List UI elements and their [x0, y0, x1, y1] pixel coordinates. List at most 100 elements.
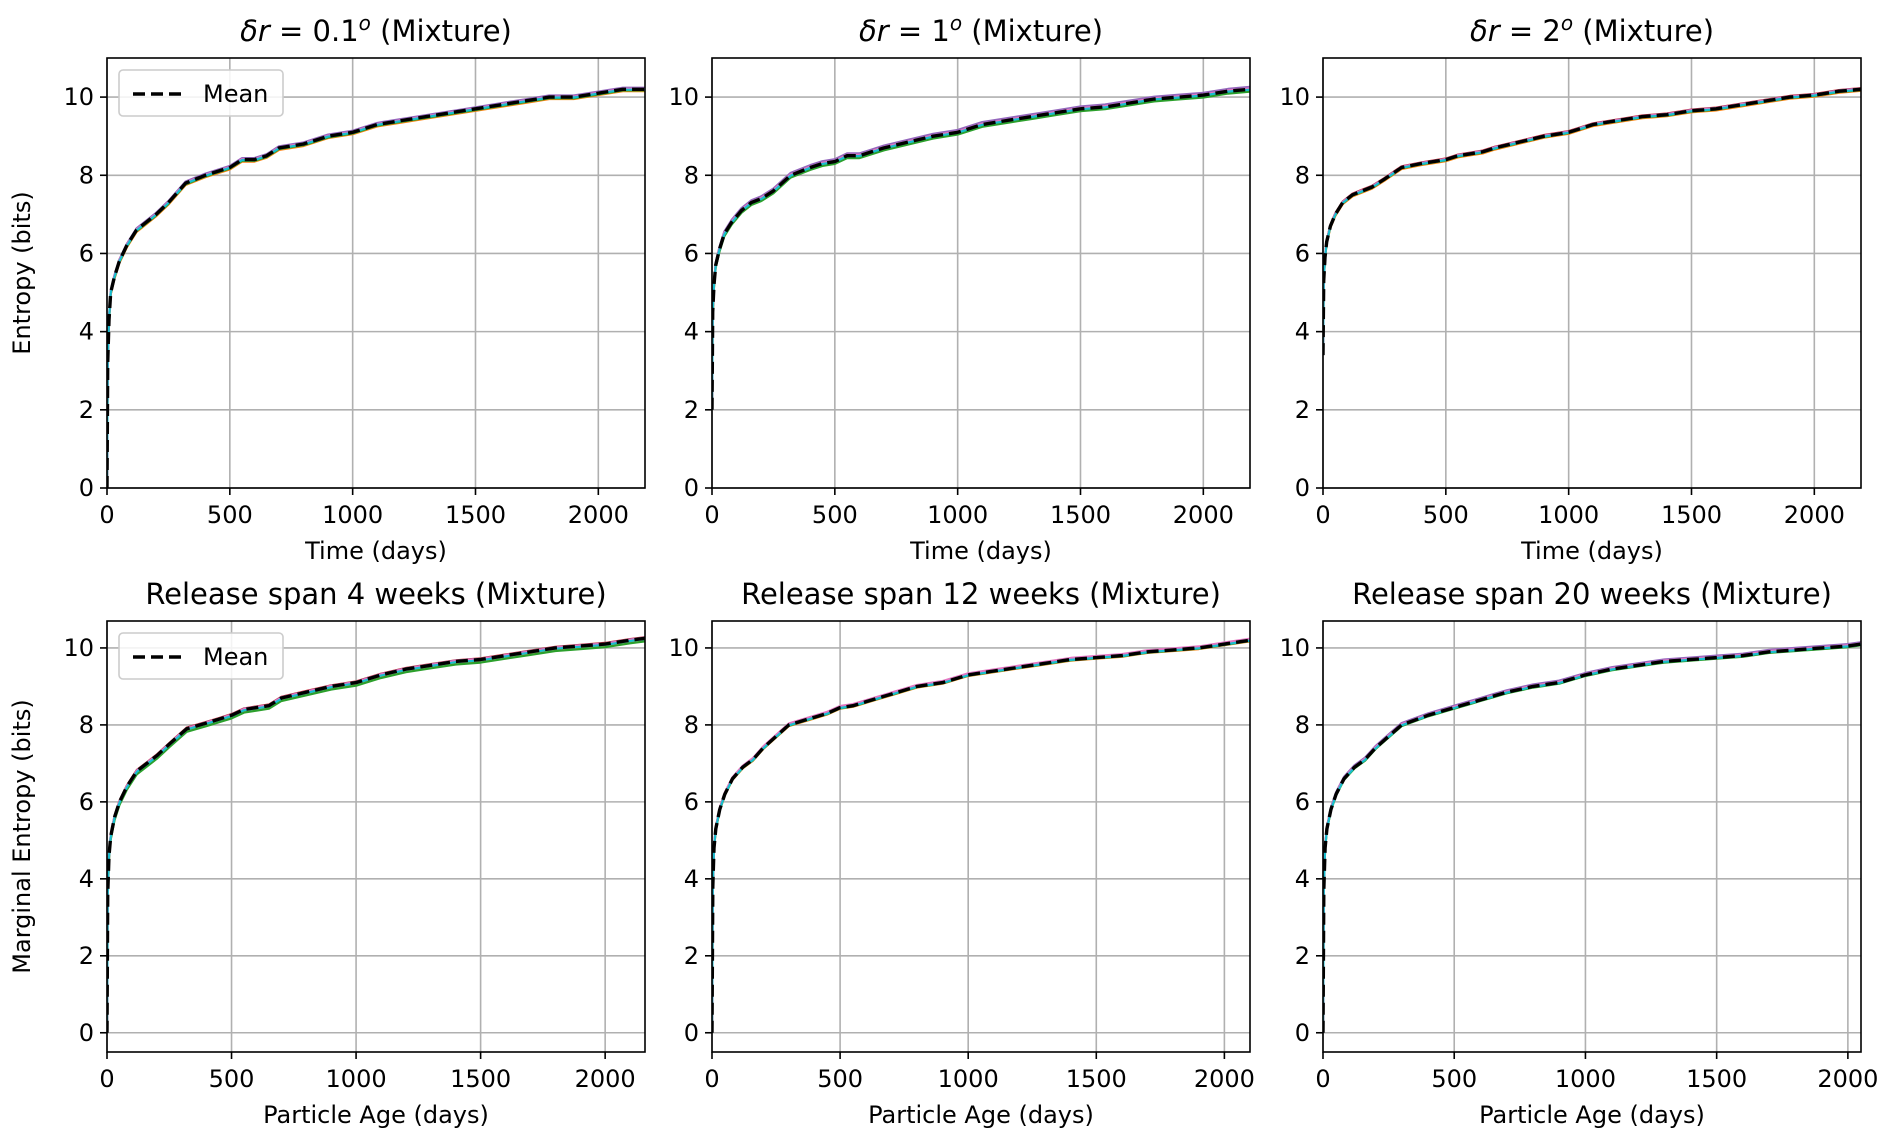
- x-tick-label: 2000: [1194, 1065, 1255, 1093]
- y-tick-label: 8: [684, 711, 699, 739]
- x-axis-label: Time (days): [1520, 537, 1663, 565]
- subplot-title: Release span 12 weeks (Mixture): [741, 577, 1221, 611]
- subplot-6: 0 500 1000 1500 2000 0 2 4 6 8 10 Particle Age (day…: [1279, 577, 1878, 1129]
- y-tick-label: 4: [79, 318, 94, 346]
- x-tick-label: 1500: [1066, 1065, 1127, 1093]
- y-tick-label: 2: [1295, 942, 1310, 970]
- x-tick-label: 0: [704, 501, 719, 529]
- mean-series-line: [1323, 642, 1861, 1033]
- subplot-title: Release span 20 weeks (Mixture): [1352, 577, 1832, 611]
- series-group: [712, 637, 1250, 1033]
- member-series-line: [107, 639, 645, 1033]
- member-series-line: [712, 638, 1250, 1033]
- y-tick-label: 6: [79, 788, 94, 816]
- member-series-line: [1323, 89, 1861, 356]
- subplot-2: 0 500 1000 1500 2000 0 2 4 6 8 10 Time (days) δr = 1…: [668, 11, 1251, 565]
- y-tick-label: 6: [684, 239, 699, 267]
- y-tick-label: 0: [684, 1019, 699, 1047]
- subplot-1: 0 500 1000 1500 2000 0 2 4 6 8 10 Time (days) Entrop…: [8, 11, 646, 565]
- x-tick-label: 2000: [1784, 501, 1845, 529]
- x-tick-label: 1000: [927, 501, 988, 529]
- y-tick-label: 10: [1279, 634, 1310, 662]
- legend: Mean: [118, 69, 284, 117]
- member-series-line: [107, 636, 645, 1033]
- member-series-line: [712, 85, 1250, 410]
- x-tick-label: 500: [817, 1065, 863, 1093]
- y-tick-label: 4: [684, 865, 699, 893]
- member-series-line: [107, 638, 645, 1033]
- member-series-line: [712, 88, 1250, 410]
- member-series-line: [107, 87, 645, 488]
- axes-frame: [711, 57, 1251, 489]
- legend: Mean: [118, 632, 284, 680]
- x-tick-label: 1000: [1555, 1065, 1616, 1093]
- member-series-line: [712, 90, 1250, 410]
- subplot-title: δr = 1o (Mixture): [859, 11, 1103, 48]
- y-tick-label: 8: [79, 711, 94, 739]
- member-series-line: [107, 640, 645, 1033]
- x-tick-label: 1500: [1686, 1065, 1747, 1093]
- x-axis-label: Particle Age (days): [263, 1101, 489, 1129]
- y-tick-label: 6: [79, 239, 94, 267]
- legend-mean-label: Mean: [203, 643, 268, 671]
- x-tick-label: 1000: [938, 1065, 999, 1093]
- member-series-line: [107, 636, 645, 1033]
- subplot-title: δr = 0.1o (Mixture): [240, 11, 512, 48]
- series-group: [1323, 641, 1861, 1033]
- y-tick-label: 8: [1295, 161, 1310, 189]
- legend-frame: [118, 69, 284, 117]
- y-tick-label: 6: [684, 788, 699, 816]
- subplot-title: δr = 2o (Mixture): [1470, 11, 1714, 48]
- mean-series-line: [107, 87, 645, 488]
- subplot-title: Release span 4 weeks (Mixture): [145, 577, 606, 611]
- mean-series-line: [107, 636, 645, 1033]
- x-tick-label: 1500: [1661, 501, 1722, 529]
- x-tick-label: 2000: [568, 501, 629, 529]
- member-series-line: [1323, 644, 1861, 1033]
- y-tick-label: 0: [79, 1019, 94, 1047]
- member-series-line: [107, 88, 645, 488]
- y-tick-label: 10: [1279, 83, 1310, 111]
- member-series-line: [712, 87, 1250, 410]
- mean-series-line: [712, 87, 1250, 410]
- x-axis-label: Time (days): [304, 537, 447, 565]
- member-series-line: [1323, 643, 1861, 1033]
- member-series-line: [1323, 641, 1861, 1033]
- x-tick-label: 0: [1315, 1065, 1330, 1093]
- member-series-line: [712, 87, 1250, 410]
- x-tick-label: 1500: [450, 1065, 511, 1093]
- x-tick-label: 500: [207, 501, 253, 529]
- axes-frame: [1322, 57, 1862, 489]
- series-group: [107, 636, 645, 1033]
- member-series-line: [1323, 88, 1861, 356]
- y-tick-label: 10: [668, 83, 699, 111]
- y-axis-label: Entropy (bits): [8, 191, 36, 354]
- subplot-3: 0 500 1000 1500 2000 0 2 4 6 8 10 Time (days) δr = 2…: [1279, 11, 1862, 565]
- y-tick-label: 10: [63, 83, 94, 111]
- x-tick-label: 500: [1431, 1065, 1477, 1093]
- x-axis-label: Time (days): [909, 537, 1052, 565]
- mean-series-line: [712, 638, 1250, 1033]
- legend-frame: [118, 632, 284, 680]
- y-tick-label: 6: [1295, 788, 1310, 816]
- member-series-line: [107, 636, 645, 1033]
- y-tick-label: 8: [79, 161, 94, 189]
- x-axis-label: Particle Age (days): [1479, 1101, 1705, 1129]
- x-tick-label: 0: [704, 1065, 719, 1093]
- x-tick-label: 0: [99, 1065, 114, 1093]
- y-tick-label: 2: [79, 942, 94, 970]
- x-tick-label: 2000: [1173, 501, 1234, 529]
- y-tick-label: 0: [79, 474, 94, 502]
- x-axis-label: Particle Age (days): [868, 1101, 1094, 1129]
- y-tick-label: 6: [1295, 239, 1310, 267]
- mean-series-line: [1323, 87, 1861, 356]
- y-tick-label: 2: [79, 396, 94, 424]
- member-series-line: [1323, 87, 1861, 356]
- member-series-line: [712, 640, 1250, 1033]
- x-tick-label: 500: [1423, 501, 1469, 529]
- y-tick-label: 4: [1295, 318, 1310, 346]
- y-tick-label: 4: [1295, 865, 1310, 893]
- y-tick-label: 2: [684, 942, 699, 970]
- x-tick-label: 500: [812, 501, 858, 529]
